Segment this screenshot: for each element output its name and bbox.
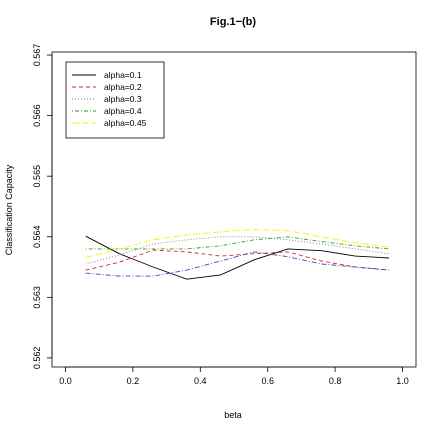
legend-label: alpha=0.45 (104, 118, 147, 128)
legend-label: alpha=0.2 (104, 82, 142, 92)
series-line-4 (85, 229, 390, 258)
series-line-5 (85, 251, 390, 277)
legend: alpha=0.1 alpha=0.2 alpha=0.3 alpha=0.4 alph… (65, 61, 165, 139)
x-tick-label: 1.0 (396, 376, 409, 386)
x-tick-label: 0.2 (127, 376, 140, 386)
series-layer (85, 229, 390, 280)
y-axis-label: Classification Capacity (4, 164, 14, 255)
x-tick-label: 0.0 (59, 376, 72, 386)
legend-label: alpha=0.1 (104, 70, 142, 80)
y-tick-label: 0.564 (32, 225, 42, 248)
y-tick-label: 0.565 (32, 165, 42, 188)
legend-label: alpha=0.3 (104, 94, 142, 104)
x-axis: 0.0 0.2 0.4 0.6 0.8 1.0 (59, 366, 409, 386)
x-tick-label: 0.4 (194, 376, 207, 386)
y-axis: 0.562 0.563 0.564 0.565 0.566 0.567 (32, 44, 53, 370)
y-tick-label: 0.563 (32, 286, 42, 309)
x-tick-label: 0.6 (261, 376, 274, 386)
series-line-1 (85, 249, 390, 271)
x-tick-label: 0.8 (329, 376, 342, 386)
y-tick-label: 0.567 (32, 44, 42, 67)
y-tick-label: 0.566 (32, 104, 42, 127)
chart-title: Fig.1−(b) (210, 16, 256, 28)
y-tick-label: 0.562 (32, 347, 42, 370)
series-line-0 (85, 235, 390, 280)
series-line-3 (85, 236, 390, 250)
legend-label: alpha=0.4 (104, 106, 142, 116)
x-axis-label: beta (224, 410, 242, 420)
